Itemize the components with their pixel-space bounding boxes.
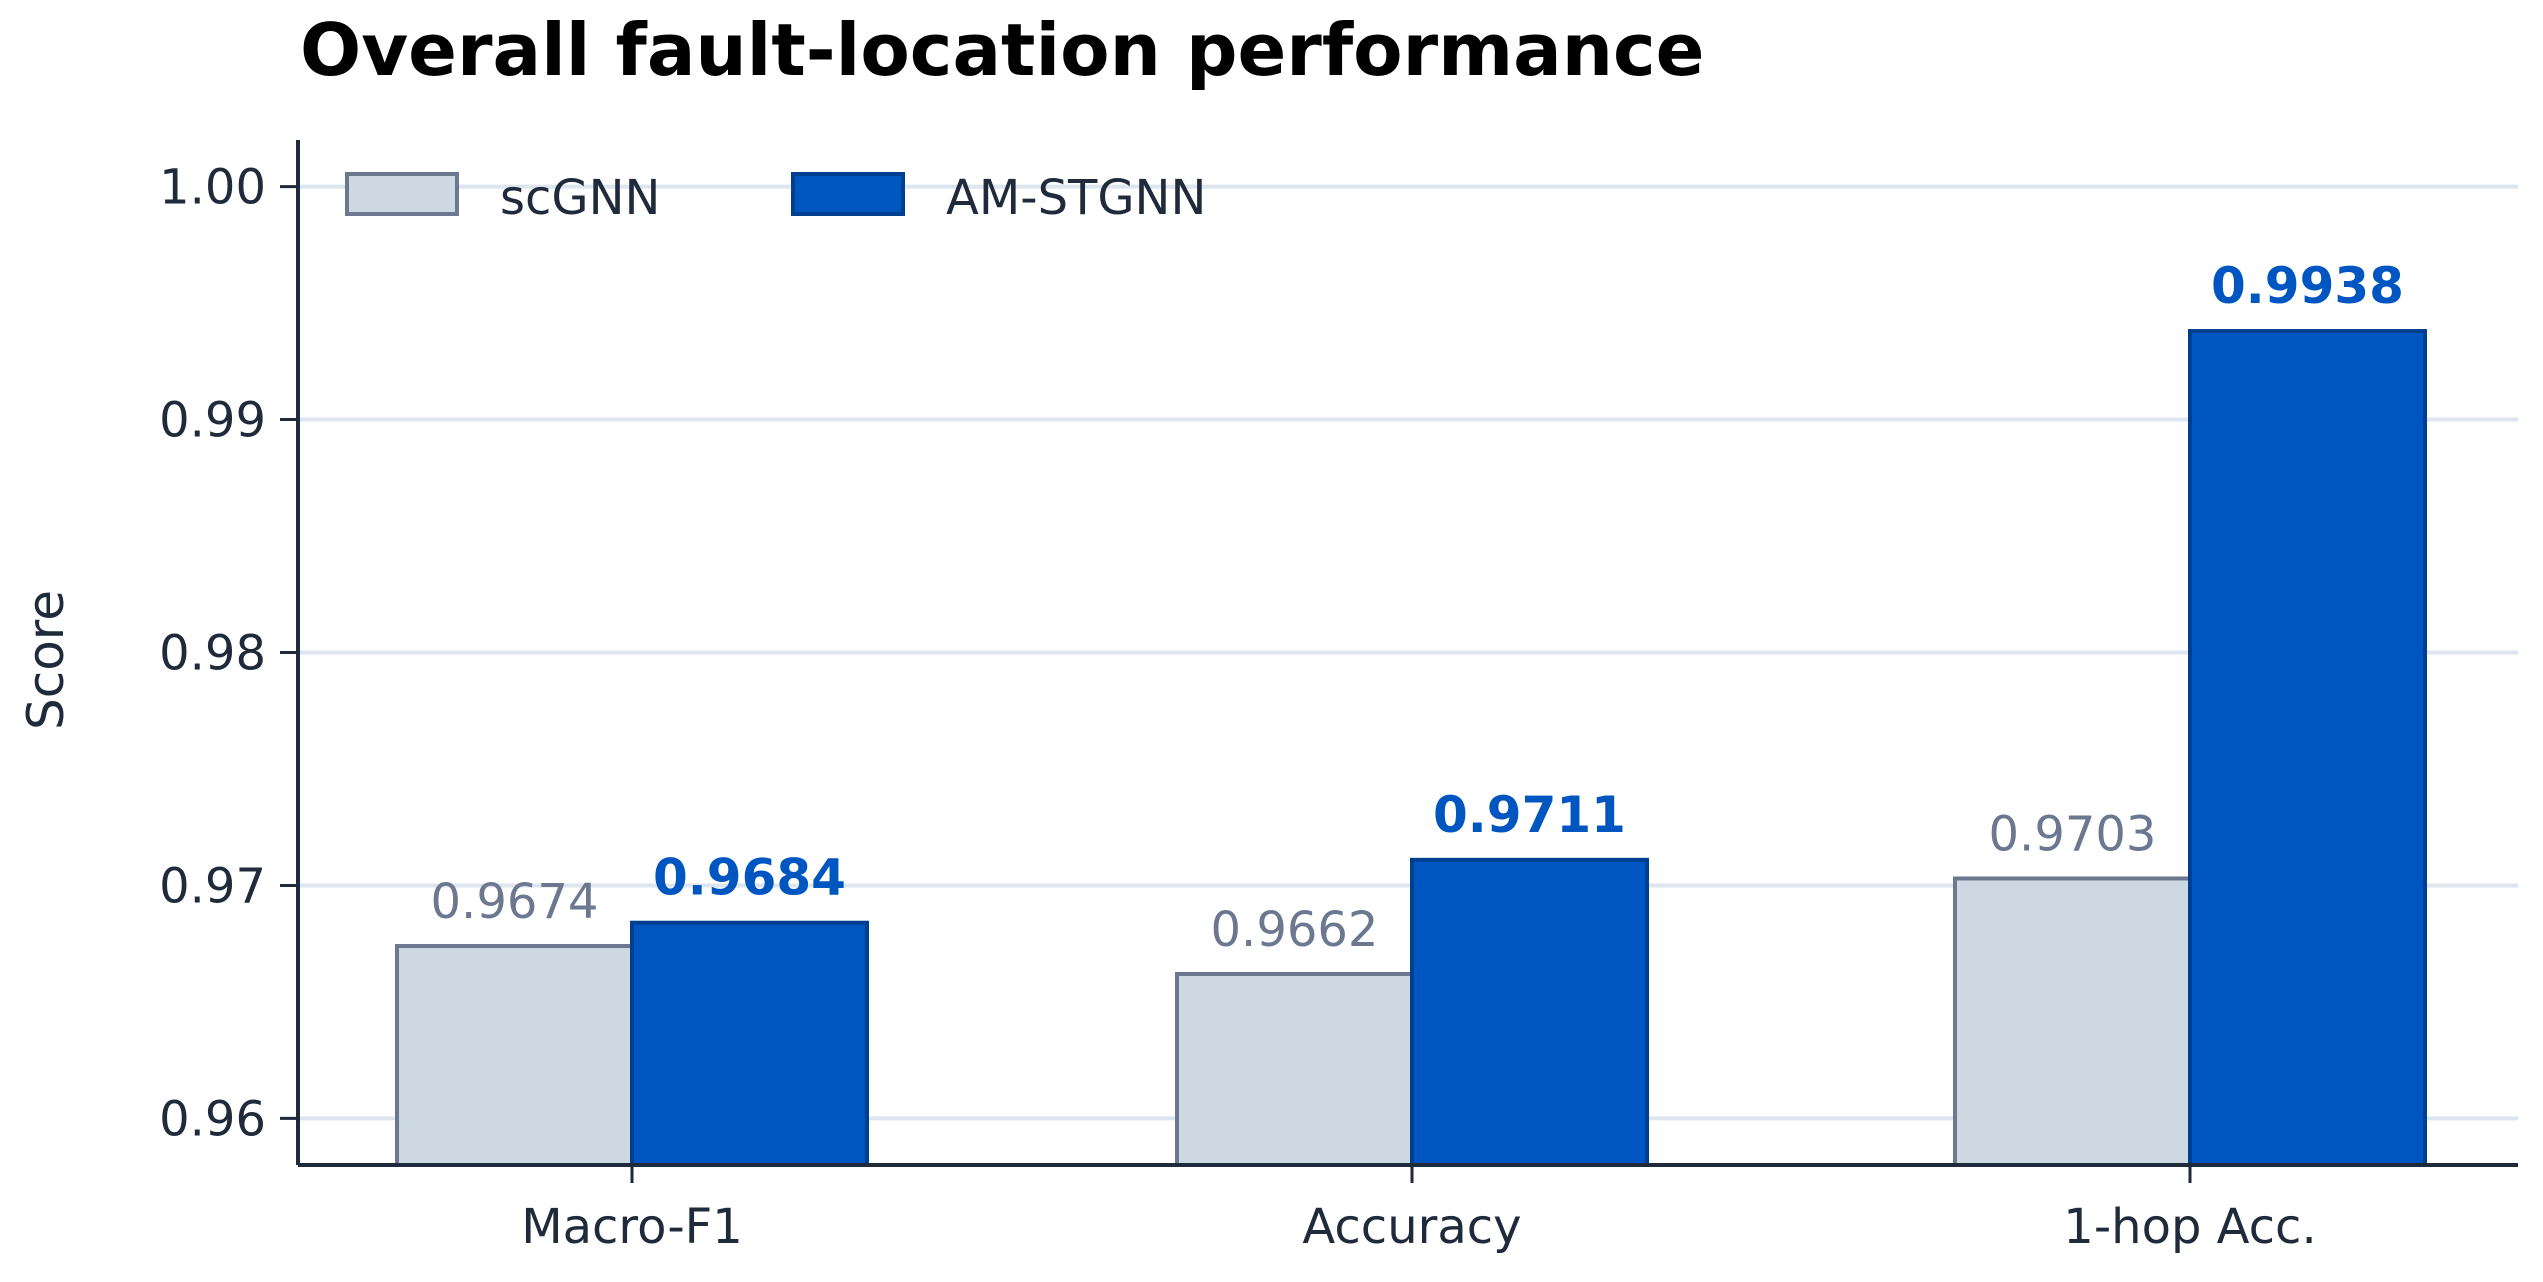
value-label: 0.9674 (431, 874, 599, 930)
legend: scGNN AM-STGNN (345, 170, 1206, 226)
legend-swatch-am-stgnn (791, 172, 905, 216)
legend-label-scgnn: scGNN (500, 170, 660, 226)
x-tick-label: 1-hop Acc. (2063, 1199, 2316, 1255)
y-tick-label: 1.00 (159, 160, 266, 216)
x-tick-label: Macro-F1 (521, 1199, 743, 1255)
y-tick-label: 0.97 (159, 858, 266, 914)
legend-label-am-stgnn: AM-STGNN (946, 170, 1206, 226)
y-axis-label: Score (17, 590, 75, 730)
y-tick-label: 0.96 (159, 1091, 266, 1147)
y-tick-labels: 0.96 0.97 0.98 0.99 1.00 (159, 160, 266, 1148)
axes (280, 140, 2518, 1183)
value-label: 0.9684 (653, 849, 846, 907)
chart-title: Overall fault-location performance (300, 8, 1705, 92)
value-labels: 0.9674 0.9684 0.9662 0.9711 0.9703 0.9938 (431, 257, 2404, 958)
bar (630, 920, 869, 1168)
bar (395, 944, 634, 1167)
bars (395, 329, 2427, 1168)
value-label: 0.9662 (1211, 902, 1379, 958)
y-tick-label: 0.98 (159, 626, 266, 682)
bar (1953, 876, 2192, 1167)
x-tick-label: Accuracy (1302, 1199, 1521, 1255)
bar (1175, 971, 1414, 1168)
bar (1410, 857, 1649, 1167)
y-tick-label: 0.99 (159, 393, 266, 449)
value-label: 0.9703 (1989, 806, 2157, 862)
value-label: 0.9938 (2211, 257, 2404, 315)
bar (2188, 329, 2427, 1168)
value-label: 0.9711 (1433, 786, 1626, 844)
x-tick-labels: Macro-F1 Accuracy 1-hop Acc. (521, 1199, 2317, 1255)
legend-swatch-scgnn (345, 172, 459, 216)
